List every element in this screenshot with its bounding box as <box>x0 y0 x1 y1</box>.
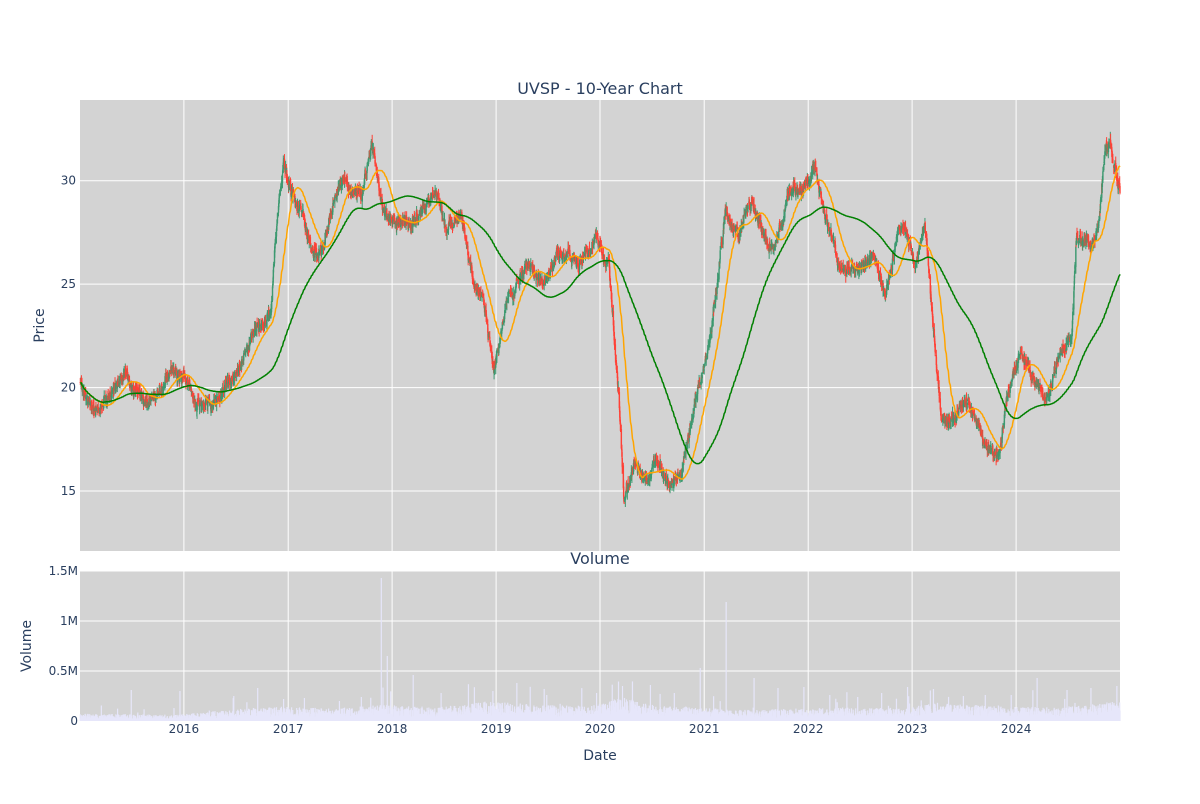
volume-bar <box>753 678 754 721</box>
price-y-tick-label: 15 <box>61 484 76 498</box>
price-y-tick-label: 25 <box>61 277 76 291</box>
price-panel: 15 20 25 30 UVSP - 10-Year Chart Price <box>32 79 1121 551</box>
volume-bar <box>381 578 382 721</box>
candle-up <box>333 200 334 206</box>
volume-bar <box>413 675 414 721</box>
candle-up <box>747 205 748 213</box>
price-y-tick-label: 30 <box>61 174 76 188</box>
candle-up <box>1103 164 1104 172</box>
candle-down <box>1112 154 1113 164</box>
chart-title: UVSP - 10-Year Chart <box>517 79 683 98</box>
price-y-tick-label: 20 <box>61 381 76 395</box>
candle-up <box>967 403 968 409</box>
volume-bar <box>387 656 388 721</box>
candle-up <box>743 215 744 228</box>
candle-up <box>310 244 311 247</box>
price-y-tick-labels: 15 20 25 30 <box>61 174 76 498</box>
candle-up <box>367 162 368 171</box>
candle-down <box>1119 184 1120 194</box>
price-y-axis-label: Price <box>32 308 48 342</box>
volume-bar <box>726 602 727 721</box>
volume-bar <box>179 691 180 721</box>
